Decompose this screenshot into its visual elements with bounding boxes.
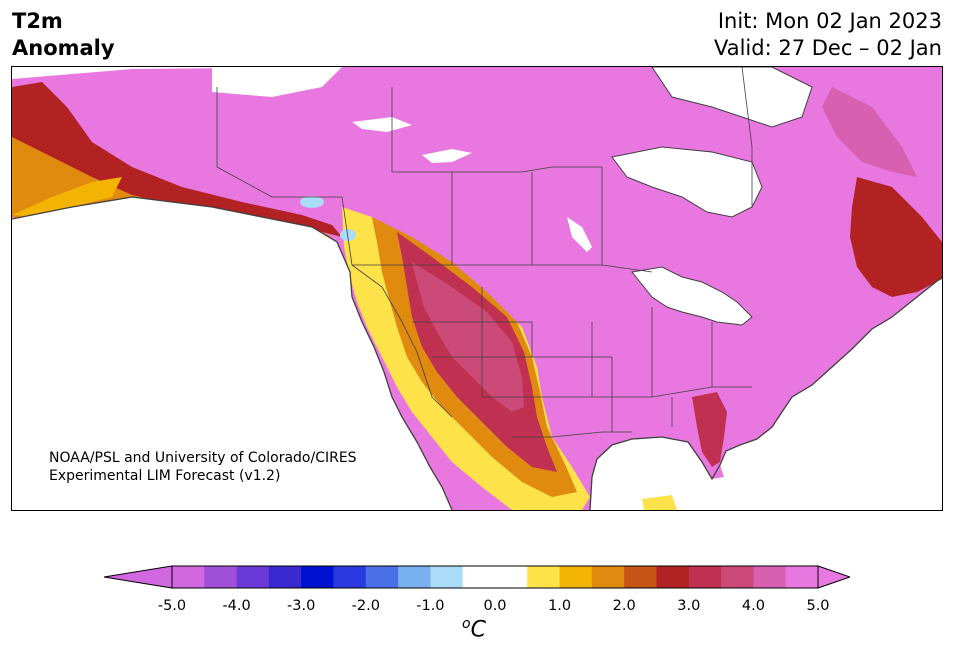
- colorbar-tick-label: 3.0: [677, 598, 701, 614]
- colorbar-segment: [785, 566, 819, 588]
- colorbar-segment: [268, 566, 302, 588]
- colorbar-segment: [688, 566, 722, 588]
- colorbar-segment: [236, 566, 270, 588]
- anomaly-map: [11, 66, 943, 511]
- great-lakes: [631, 266, 753, 326]
- colorbar-segment: [495, 566, 528, 588]
- colorbar-segment: [656, 566, 690, 588]
- colorbar: [104, 565, 850, 589]
- colorbar-tick-label: -5.0: [157, 598, 187, 614]
- great-bear-lake: [352, 117, 412, 132]
- gulf-of-mexico: [590, 437, 942, 510]
- forecast-dates: Init: Mon 02 Jan 2023 Valid: 27 Dec – 02…: [714, 8, 942, 62]
- baffin-water: [651, 67, 813, 128]
- colorbar-min-extension: [104, 565, 173, 589]
- colorbar-segments: [104, 565, 850, 589]
- florida-warm-region: [692, 392, 727, 467]
- colorbar-segment: [172, 566, 205, 588]
- caribbean-warm-speck: [642, 495, 677, 510]
- colorbar-segment: [624, 566, 657, 588]
- lake-winnipeg: [567, 217, 592, 252]
- colorbar-tick-label: -1.0: [416, 598, 445, 614]
- colorbar-tick-label: 2.0: [612, 598, 636, 614]
- credit-line-2: Experimental LIM Forecast (v1.2): [49, 468, 281, 484]
- colorbar-segment: [333, 566, 367, 588]
- labrador-pink-edge: [822, 87, 917, 177]
- labrador-red-region: [850, 177, 942, 297]
- map-canvas: [12, 67, 942, 510]
- init-date: Init: Mon 02 Jan 2023: [717, 9, 942, 33]
- western-us-core: [412, 262, 524, 412]
- title-line-2: Anomaly: [12, 36, 115, 60]
- colorbar-segment: [430, 566, 464, 588]
- colorbar-segment: [301, 566, 334, 588]
- colorbar-tick-label: 1.0: [548, 598, 572, 614]
- colorbar-segment: [721, 566, 754, 588]
- map-title: T2m Anomaly: [12, 8, 115, 62]
- cool-spot-1: [300, 196, 324, 208]
- title-line-1: T2m: [12, 9, 63, 33]
- unit-base: C: [470, 617, 486, 643]
- colorbar-tick-label: -4.0: [222, 598, 251, 614]
- colorbar-segment: [398, 566, 431, 588]
- colorbar-outline: [171, 565, 819, 589]
- coastline: [12, 196, 942, 510]
- colorbar-segment: [527, 566, 561, 588]
- colorbar-segment: [204, 566, 238, 588]
- colorbar-segment: [591, 566, 625, 588]
- colorbar-segment: [753, 566, 787, 588]
- colorbar-max-extension: [817, 565, 850, 589]
- political-borders: [216, 67, 753, 438]
- colorbar-segment: [462, 566, 496, 588]
- alaska-yellow-tip: [12, 177, 122, 217]
- hudson-bay: [611, 146, 763, 218]
- gulf-of-alaska: [12, 197, 452, 510]
- colorbar-unit: oC: [462, 616, 486, 642]
- colorbar-segment: [365, 566, 399, 588]
- colorbar-tick-label: -3.0: [287, 598, 316, 614]
- colorbar-tick-label: 0.0: [483, 598, 507, 614]
- credit-line-1: NOAA/PSL and University of Colorado/CIRE…: [49, 450, 357, 466]
- colorbar-segment: [559, 566, 593, 588]
- colorbar-tick-label: 4.0: [741, 598, 765, 614]
- arctic-water: [212, 67, 342, 97]
- valid-range: Valid: 27 Dec – 02 Jan: [713, 36, 942, 60]
- cool-spot-2: [340, 229, 356, 241]
- unit-superscript: o: [462, 616, 471, 632]
- great-slave-lake: [422, 149, 472, 163]
- credit-text: NOAA/PSL and University of Colorado/CIRE…: [49, 449, 357, 485]
- colorbar-tick-label: 5.0: [806, 598, 830, 614]
- colorbar-tick-labels: -5.0 -4.0 -3.0 -2.0 -1.0 0.0 1.0 2.0 3.0 4.0 5.0: [0, 598, 953, 618]
- colorbar-tick-label: -2.0: [351, 598, 380, 614]
- alaska-red-band: [12, 82, 342, 237]
